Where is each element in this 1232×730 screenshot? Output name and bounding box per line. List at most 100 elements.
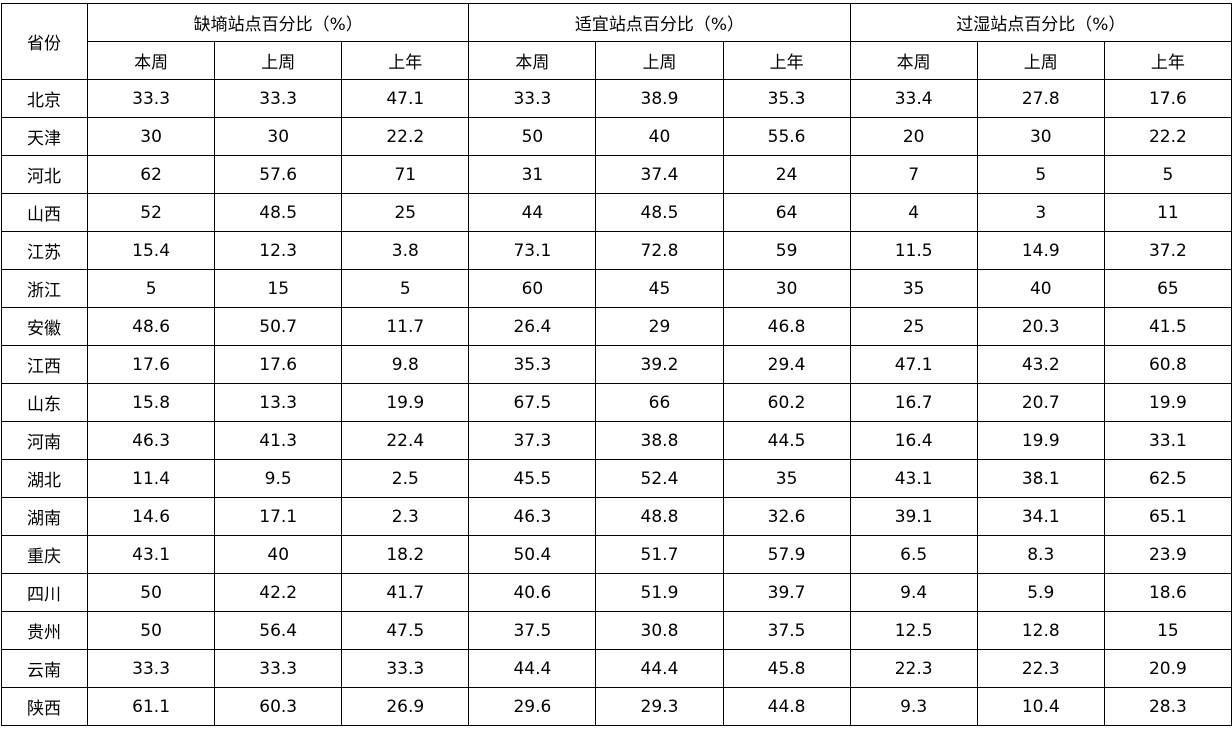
value-cell: 19.9 [1103,383,1232,422]
subheader-last-year: 上年 [1103,41,1232,80]
value-cell: 46.8 [722,307,851,346]
value-cell: 72.8 [595,231,724,270]
value-cell: 73.1 [468,231,597,270]
value-cell: 62 [87,155,216,194]
province-cell: 山东 [0,383,89,422]
value-cell: 47.1 [849,345,978,384]
value-cell: 5 [1103,155,1232,194]
table-row: 四川 50 42.2 41.7 40.6 51.9 39.7 9.4 5.9 18.6 [0,573,1232,612]
value-cell: 33.3 [214,79,343,118]
province-cell: 湖南 [0,497,89,536]
table-row: 湖北 11.4 9.5 2.5 45.5 52.4 35 43.1 38.1 62.5 [0,459,1232,498]
value-cell: 17.1 [214,497,343,536]
value-cell: 60.2 [722,383,851,422]
value-cell: 14.9 [976,231,1105,270]
value-cell: 34.1 [976,497,1105,536]
value-cell: 47.1 [341,79,470,118]
value-cell: 5 [976,155,1105,194]
subheader-last-week: 上周 [214,41,343,80]
value-cell: 12.3 [214,231,343,270]
value-cell: 41.3 [214,421,343,460]
value-cell: 19.9 [976,421,1105,460]
value-cell: 27.8 [976,79,1105,118]
value-cell: 43.1 [849,459,978,498]
value-cell: 44.4 [468,649,597,688]
sub-header-row: 本周 上周 上年 本周 上周 上年 本周 上周 上年 [2,41,1232,80]
value-cell: 20.3 [976,307,1105,346]
value-cell: 12.5 [849,611,978,650]
value-cell: 16.7 [849,383,978,422]
value-cell: 40 [214,535,343,574]
value-cell: 7 [849,155,978,194]
value-cell: 38.1 [976,459,1105,498]
value-cell: 46.3 [87,421,216,460]
value-cell: 26.4 [468,307,597,346]
value-cell: 47.5 [341,611,470,650]
value-cell: 30 [214,117,343,156]
value-cell: 33.3 [87,649,216,688]
subheader-this-week: 本周 [849,41,978,80]
value-cell: 33.3 [341,649,470,688]
value-cell: 33.1 [1103,421,1232,460]
value-cell: 17.6 [87,345,216,384]
table-row: 浙江 5 15 5 60 45 30 35 40 65 [0,269,1232,308]
value-cell: 41.7 [341,573,470,612]
value-cell: 33.4 [849,79,978,118]
value-cell: 50.4 [468,535,597,574]
value-cell: 65 [1103,269,1232,308]
value-cell: 3.8 [341,231,470,270]
value-cell: 59 [722,231,851,270]
value-cell: 60 [468,269,597,308]
value-cell: 5.9 [976,573,1105,612]
value-cell: 55.6 [722,117,851,156]
value-cell: 25 [849,307,978,346]
province-cell: 贵州 [0,611,89,650]
value-cell: 67.5 [468,383,597,422]
value-cell: 42.2 [214,573,343,612]
table-row: 天津 30 30 22.2 50 40 55.6 20 30 22.2 [0,117,1232,156]
value-cell: 57.9 [722,535,851,574]
value-cell: 50 [468,117,597,156]
value-cell: 57.6 [214,155,343,194]
value-cell: 35.3 [468,345,597,384]
value-cell: 50.7 [214,307,343,346]
table-row: 江西 17.6 17.6 9.8 35.3 39.2 29.4 47.1 43.2 60.8 [0,345,1232,384]
province-cell: 江苏 [0,231,89,270]
value-cell: 6.5 [849,535,978,574]
value-cell: 14.6 [87,497,216,536]
table-row: 陕西 61.1 60.3 26.9 29.6 29.3 44.8 9.3 10.4 28.3 [0,687,1232,726]
province-cell: 安徽 [0,307,89,346]
subheader-this-week: 本周 [87,41,216,80]
value-cell: 31 [468,155,597,194]
value-cell: 11 [1103,193,1232,232]
value-cell: 15.8 [87,383,216,422]
group-header-suitable: 适宜站点百分比（%） [468,3,851,42]
value-cell: 9.5 [214,459,343,498]
value-cell: 8.3 [976,535,1105,574]
value-cell: 25 [341,193,470,232]
value-cell: 30 [722,269,851,308]
soil-moisture-table: 省份 缺墒站点百分比（%） 适宜站点百分比（%） 过湿站点百分比（%） 本周 上… [0,3,1232,726]
table-row: 河南 46.3 41.3 22.4 37.3 38.8 44.5 16.4 19.9 33.1 [0,421,1232,460]
value-cell: 52.4 [595,459,724,498]
value-cell: 22.2 [341,117,470,156]
province-cell: 湖北 [0,459,89,498]
value-cell: 11.7 [341,307,470,346]
province-cell: 天津 [0,117,89,156]
value-cell: 5 [87,269,216,308]
value-cell: 37.3 [468,421,597,460]
province-cell: 河南 [0,421,89,460]
value-cell: 9.8 [341,345,470,384]
value-cell: 48.5 [595,193,724,232]
value-cell: 22.3 [976,649,1105,688]
value-cell: 23.9 [1103,535,1232,574]
table-row: 重庆 43.1 40 18.2 50.4 51.7 57.9 6.5 8.3 23.9 [0,535,1232,574]
table-row: 山东 15.8 13.3 19.9 67.5 66 60.2 16.7 20.7 19.9 [0,383,1232,422]
value-cell: 3 [976,193,1105,232]
value-cell: 33.3 [468,79,597,118]
value-cell: 26.9 [341,687,470,726]
value-cell: 20.9 [1103,649,1232,688]
province-cell: 河北 [0,155,89,194]
value-cell: 41.5 [1103,307,1232,346]
value-cell: 44 [468,193,597,232]
